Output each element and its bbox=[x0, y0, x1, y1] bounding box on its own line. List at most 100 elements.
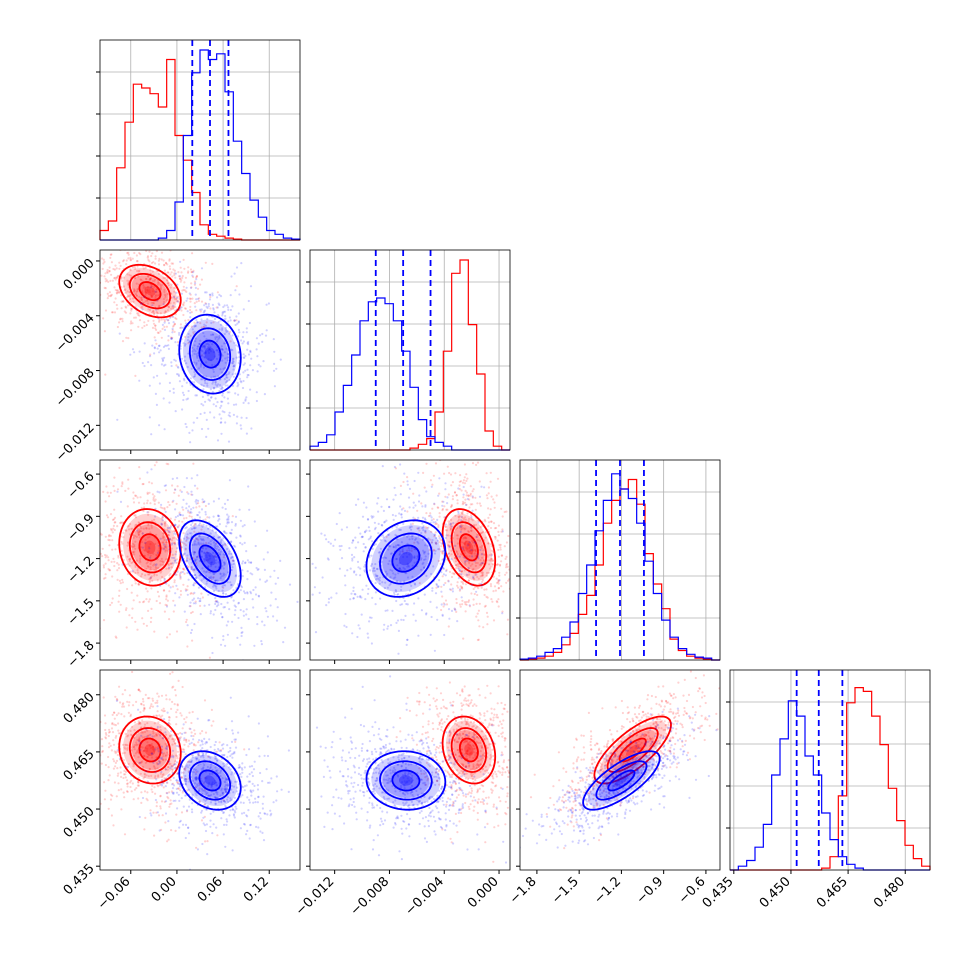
histogram-blue-3 bbox=[730, 700, 930, 871]
x-tick-label: −1.5 bbox=[549, 874, 582, 907]
contour-blue-1 bbox=[188, 760, 232, 801]
contour-red-1 bbox=[450, 727, 488, 773]
x-tick-label: −0.012 bbox=[293, 874, 338, 919]
histogram-panel-0 bbox=[96, 39, 301, 241]
histogram-red-3 bbox=[730, 687, 931, 871]
contour-blue-0 bbox=[582, 750, 661, 811]
density-fill-red bbox=[144, 744, 156, 756]
contour-red-2 bbox=[458, 737, 479, 763]
x-tick-label: 0.435 bbox=[700, 874, 737, 911]
contour-red-2 bbox=[458, 533, 479, 562]
density-fill-red bbox=[144, 540, 156, 555]
density-fill-blue bbox=[398, 551, 413, 566]
density-fill-blue bbox=[392, 545, 420, 572]
x-tick-label: 0.000 bbox=[465, 874, 502, 911]
density-fill-blue bbox=[199, 340, 221, 368]
contour-red-2 bbox=[138, 737, 162, 763]
density-fill-blue bbox=[598, 763, 645, 798]
density-fill-blue bbox=[614, 775, 629, 786]
y-tick-label: 0.480 bbox=[61, 690, 98, 727]
contour-blue-2 bbox=[198, 769, 222, 792]
contour-blue-0 bbox=[365, 519, 447, 598]
density-fill-blue bbox=[204, 347, 216, 362]
x-tick-label: −0.06 bbox=[95, 874, 134, 913]
x-tick-label: 0.480 bbox=[871, 874, 908, 911]
density-fill-blue bbox=[608, 770, 635, 791]
contour-blue-0 bbox=[178, 519, 242, 598]
histogram-panel-2 bbox=[516, 459, 721, 661]
density-fill-blue bbox=[587, 754, 655, 807]
density-fill-blue bbox=[398, 775, 413, 786]
density-fill-red bbox=[139, 282, 161, 301]
density-fill-blue bbox=[382, 763, 430, 798]
contour-red-1 bbox=[606, 727, 659, 773]
density-fill-red bbox=[445, 513, 492, 581]
scatter-panel-2-1 bbox=[306, 459, 511, 664]
panel-frame bbox=[309, 669, 511, 871]
density-fill-red bbox=[459, 738, 478, 762]
scatter-points-red bbox=[385, 460, 510, 642]
contour-blue-1 bbox=[379, 760, 433, 801]
contour-red-1 bbox=[128, 727, 172, 773]
y-tick-label: −0.004 bbox=[53, 311, 98, 356]
density-fill-red bbox=[459, 534, 478, 561]
panel-frame bbox=[519, 459, 721, 661]
density-fill-red bbox=[131, 730, 169, 770]
scatter-panel-3-1 bbox=[306, 669, 511, 874]
density-fill-red bbox=[131, 524, 169, 571]
density-fill-red bbox=[144, 286, 156, 296]
panel-frame bbox=[729, 669, 931, 871]
contour-blue-1 bbox=[379, 532, 433, 585]
panel-frame bbox=[99, 249, 301, 451]
contour-blue-1 bbox=[188, 532, 232, 585]
y-tick-label: −0.012 bbox=[53, 420, 98, 465]
x-tick-label: 0.465 bbox=[814, 874, 851, 911]
contour-blue-0 bbox=[365, 750, 447, 811]
x-tick-label: −0.004 bbox=[402, 874, 447, 919]
y-tick-label: 0.000 bbox=[61, 256, 98, 293]
density-fill-blue bbox=[371, 525, 441, 593]
contour-red-0 bbox=[118, 715, 182, 785]
contour-blue-1 bbox=[188, 327, 232, 381]
density-fill-red bbox=[464, 540, 474, 555]
scatter-points-blue bbox=[310, 675, 508, 864]
density-fill-blue bbox=[183, 525, 237, 593]
contour-blue-2 bbox=[391, 544, 421, 573]
y-tick-label: −1.5 bbox=[65, 596, 98, 629]
density-fill-red bbox=[139, 738, 161, 762]
histogram-red-0 bbox=[99, 58, 300, 241]
y-tick-label: −1.2 bbox=[65, 554, 98, 587]
density-fill-red bbox=[123, 268, 177, 315]
panel-frame bbox=[309, 249, 511, 451]
density-fill-red bbox=[609, 730, 656, 770]
contour-red-0 bbox=[118, 263, 182, 319]
density-fill-blue bbox=[191, 763, 229, 798]
x-tick-label: 0.00 bbox=[149, 874, 180, 905]
density-fill-red bbox=[619, 738, 646, 762]
scatter-points-blue bbox=[115, 696, 290, 870]
scatter-panel-1-0 bbox=[96, 249, 301, 454]
density-fill-blue bbox=[191, 330, 229, 378]
x-tick-label: 0.450 bbox=[757, 874, 794, 911]
density-fill-blue bbox=[382, 535, 430, 582]
contour-blue-0 bbox=[178, 313, 242, 395]
contour-red-0 bbox=[593, 715, 672, 785]
x-tick-label: −0.008 bbox=[348, 874, 393, 919]
density-fill-blue bbox=[204, 551, 216, 566]
contour-blue-2 bbox=[198, 339, 222, 369]
y-tick-label: −1.8 bbox=[65, 638, 98, 671]
histogram-panel-1 bbox=[306, 249, 511, 451]
y-tick-label: 0.450 bbox=[61, 804, 98, 841]
contour-red-2 bbox=[138, 281, 162, 302]
panel-frame bbox=[99, 39, 301, 241]
x-tick-label: −1.8 bbox=[507, 874, 540, 907]
scatter-panel-2-0 bbox=[96, 459, 301, 664]
density-fill-blue bbox=[183, 754, 237, 807]
scatter-panel-3-0 bbox=[96, 669, 301, 874]
contour-red-1 bbox=[128, 521, 172, 574]
y-tick-label: 0.435 bbox=[61, 861, 98, 898]
contour-blue-2 bbox=[391, 769, 421, 792]
density-fill-blue bbox=[199, 770, 221, 791]
contour-red-0 bbox=[441, 508, 497, 587]
